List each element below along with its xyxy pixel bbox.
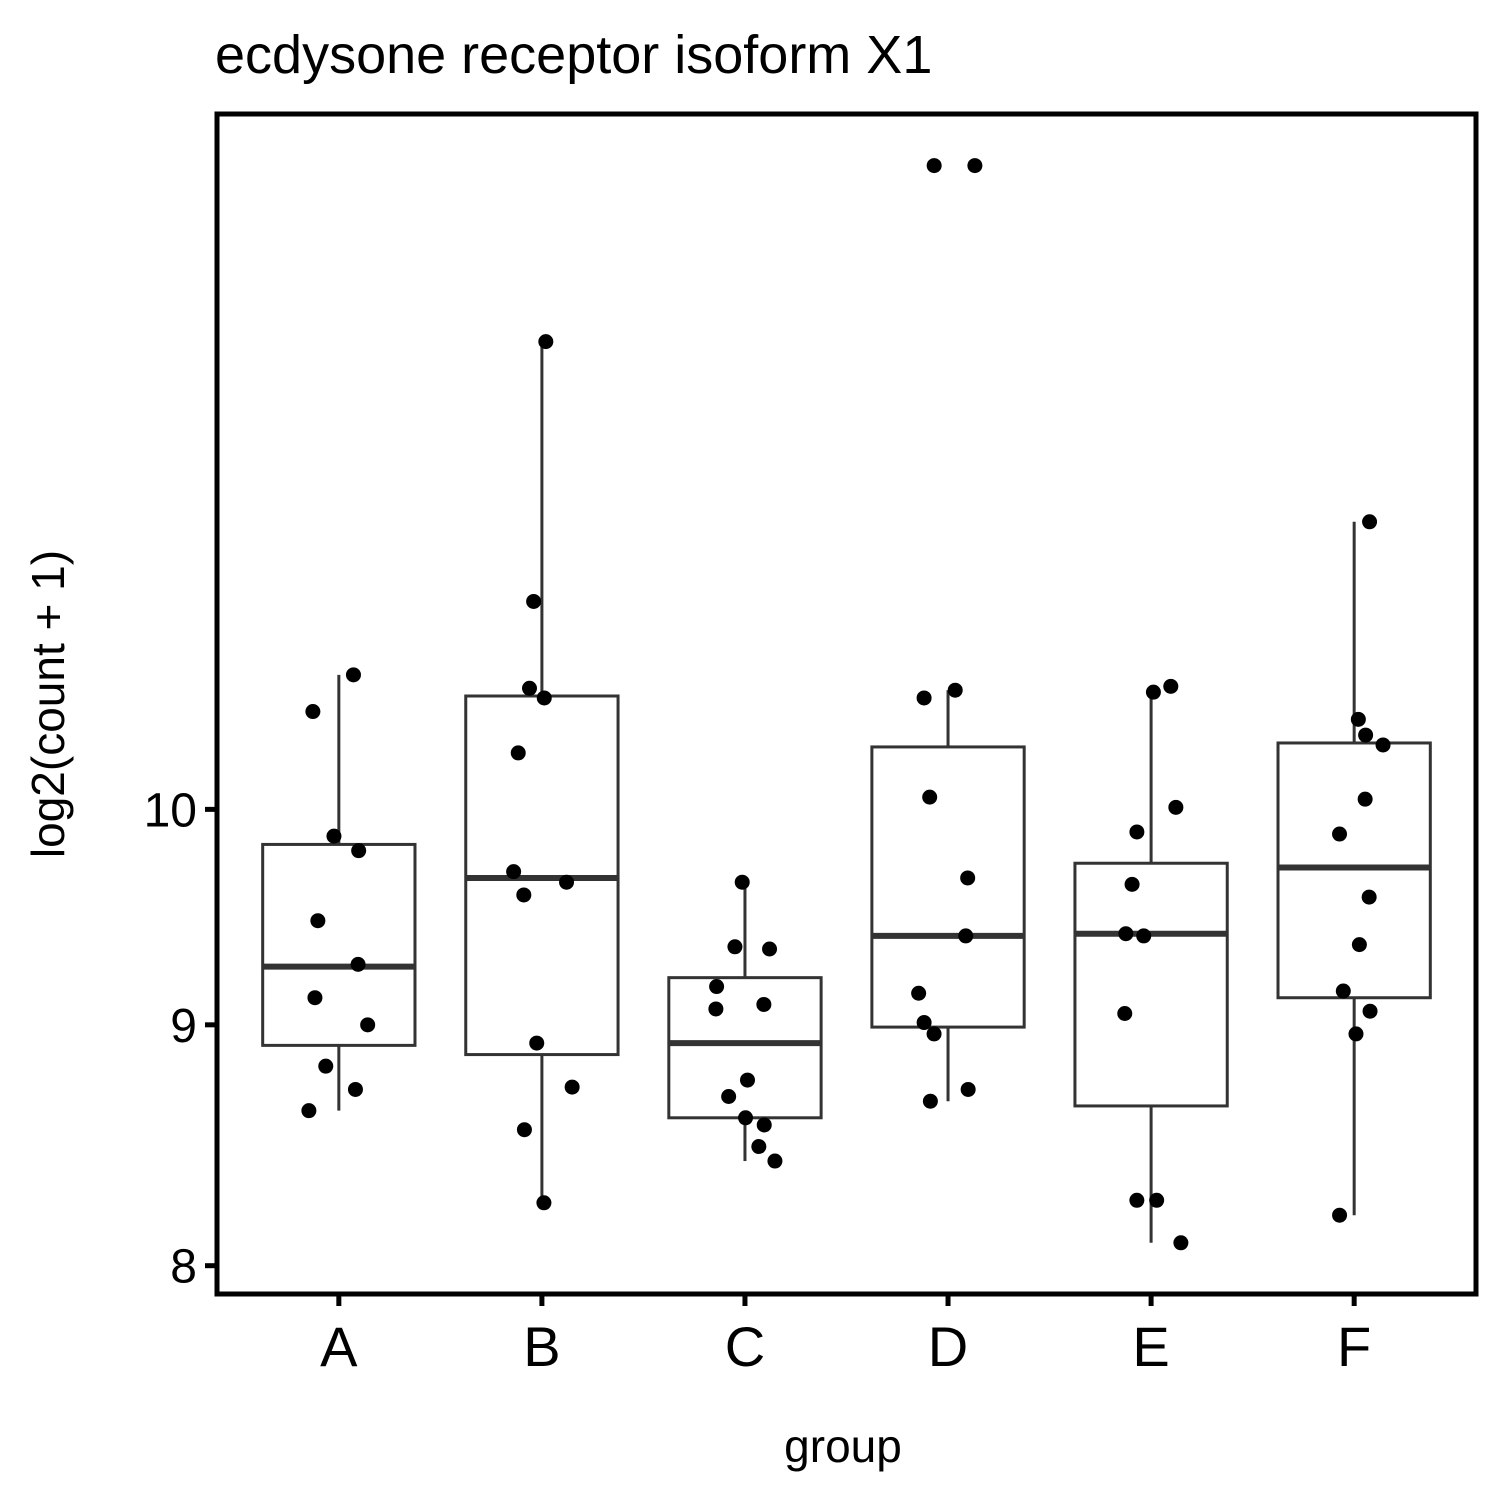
data-point (751, 1139, 767, 1155)
data-point (967, 158, 983, 174)
data-point (1332, 1207, 1348, 1223)
data-point (305, 704, 321, 720)
data-point (1350, 711, 1366, 727)
data-point (1358, 727, 1374, 743)
data-point (326, 828, 342, 844)
data-point (538, 334, 554, 350)
data-point (536, 690, 552, 706)
data-point (958, 928, 974, 944)
data-point (318, 1058, 334, 1074)
data-point (510, 745, 526, 761)
data-point (926, 158, 942, 174)
data-point (922, 1093, 938, 1109)
data-point (1117, 1005, 1133, 1021)
data-point (947, 682, 963, 698)
plot-frame (214, 111, 1479, 1297)
data-point (1351, 937, 1367, 953)
data-point (516, 1122, 532, 1138)
data-point (738, 1110, 754, 1126)
data-point (1149, 1192, 1165, 1208)
data-point (345, 667, 361, 683)
data-point (529, 1035, 545, 1051)
x-tick-label: E (1132, 1315, 1169, 1378)
box (1073, 861, 1229, 1108)
data-point (307, 990, 323, 1006)
data-point (1362, 514, 1378, 530)
x-tick-label: A (320, 1315, 358, 1378)
data-point (1145, 684, 1161, 700)
box (870, 745, 1026, 1029)
x-tick-label: B (523, 1315, 560, 1378)
data-point (1348, 1026, 1364, 1042)
data-point (1335, 983, 1351, 999)
data-point (350, 956, 366, 972)
data-point (1375, 737, 1391, 753)
data-point (911, 985, 927, 1001)
data-point (708, 1001, 724, 1017)
data-point (522, 680, 538, 696)
data-point (1173, 1235, 1189, 1251)
data-point (922, 789, 938, 805)
data-point (1168, 799, 1184, 815)
y-axis-title: log2(count + 1) (22, 550, 74, 858)
data-point (739, 1072, 755, 1088)
x-axis-title: group (784, 1420, 902, 1472)
data-point (301, 1103, 317, 1119)
data-point (709, 979, 725, 995)
data-point (536, 1195, 552, 1211)
data-point (1362, 1003, 1378, 1019)
y-tick-label: 8 (170, 1241, 197, 1294)
data-point (916, 690, 932, 706)
data-point (767, 1153, 783, 1169)
data-point (347, 1081, 363, 1097)
data-point (1361, 889, 1377, 905)
y-tick-label: 10 (144, 784, 197, 837)
data-point (351, 843, 367, 859)
data-point (559, 874, 575, 890)
x-tick-label: F (1337, 1315, 1371, 1378)
data-point (727, 939, 743, 955)
y-tick-label: 9 (170, 1000, 197, 1053)
chart-title: ecdysone receptor isoform X1 (215, 25, 932, 85)
box (261, 842, 417, 1047)
box (667, 976, 823, 1120)
data-point (310, 913, 326, 929)
data-point (1163, 678, 1179, 694)
data-point (916, 1015, 932, 1031)
data-point (1357, 791, 1373, 807)
data-point (960, 870, 976, 886)
data-point (756, 1117, 772, 1133)
data-point (1124, 876, 1140, 892)
data-point (1332, 826, 1348, 842)
data-point (1129, 1192, 1145, 1208)
data-point (756, 996, 772, 1012)
data-point (506, 864, 522, 880)
data-point (721, 1089, 737, 1105)
data-point (360, 1017, 376, 1033)
data-point (1136, 928, 1152, 944)
data-point (926, 1026, 942, 1042)
data-point (762, 941, 778, 957)
x-tick-label: C (725, 1315, 765, 1378)
data-point (1129, 824, 1145, 840)
x-tick-label: D (928, 1315, 968, 1378)
data-point (516, 887, 532, 903)
data-point (1118, 926, 1134, 942)
data-point (734, 874, 750, 890)
data-point (526, 593, 542, 609)
data-point (960, 1081, 976, 1097)
data-point (564, 1079, 580, 1095)
